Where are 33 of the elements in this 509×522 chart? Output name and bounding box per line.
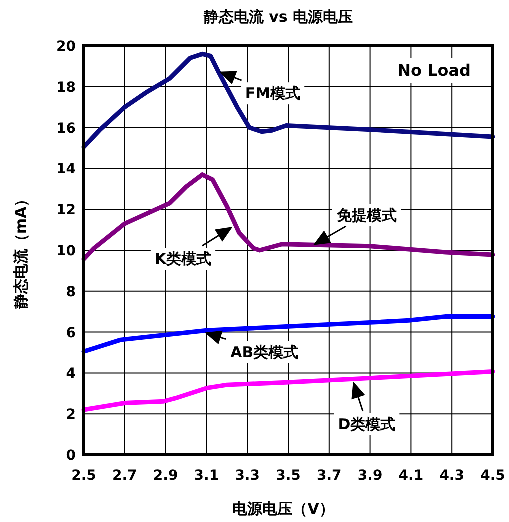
annotation: K类模式 — [154, 250, 212, 268]
y-tick-label: 18 — [56, 80, 76, 96]
x-tick-label: 3.5 — [276, 468, 301, 484]
y-tick-label: 14 — [56, 162, 76, 178]
y-tick-label: 8 — [66, 284, 76, 300]
x-tick-label: 2.7 — [112, 468, 138, 484]
y-tick-label: 6 — [66, 325, 76, 342]
y-tick-label: 0 — [66, 448, 76, 464]
line-series — [82, 370, 496, 412]
x-axis-title: 电源电压（V） — [232, 500, 334, 518]
y-tick-label: 4 — [66, 366, 76, 382]
annotation: No Load — [398, 61, 471, 80]
y-axis-title: 静态电流（mA） — [12, 192, 30, 310]
x-tick-label: 4.5 — [480, 468, 506, 484]
annotation: 免提模式 — [336, 206, 398, 224]
x-tick-label: 4.3 — [440, 468, 465, 484]
annotation: FM模式 — [245, 84, 301, 103]
x-tick-label: 3.9 — [358, 468, 383, 484]
y-tick-label: 16 — [56, 120, 76, 137]
y-tick-label: 12 — [56, 202, 76, 219]
x-tick-label: 4.1 — [398, 468, 424, 484]
y-tick-label: 10 — [56, 244, 76, 260]
y-tick-label: 20 — [56, 39, 76, 55]
x-tick-label: 2.9 — [153, 468, 178, 484]
line-series — [82, 52, 496, 150]
chart-title: 静态电流 vs 电源电压 — [202, 8, 354, 26]
annotation: AB类模式 — [230, 343, 299, 362]
y-tick-label: 2 — [66, 407, 76, 424]
annotation: D类模式 — [338, 415, 396, 434]
x-tick-label: 2.5 — [72, 468, 96, 484]
x-tick-label: 3.1 — [194, 468, 220, 484]
x-tick-label: 3.7 — [316, 468, 342, 484]
x-tick-label: 3.3 — [235, 468, 260, 484]
